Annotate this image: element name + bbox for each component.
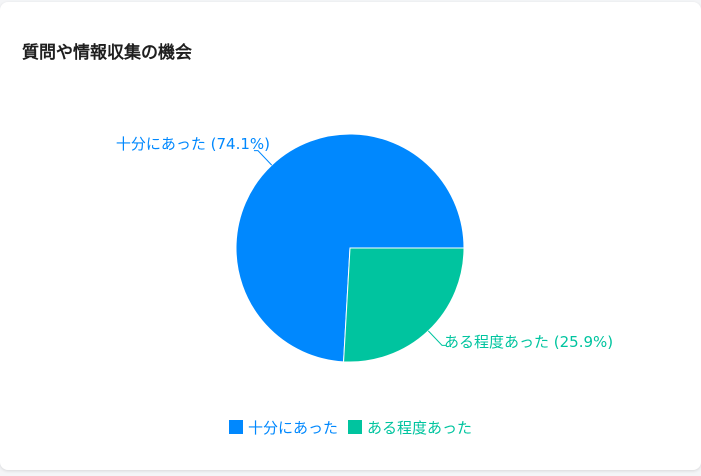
slice-label-ある程度あった: ある程度あった (25.9%) [444, 333, 613, 351]
legend-swatch [228, 420, 243, 434]
leader-line [253, 150, 273, 166]
legend-swatch [348, 420, 362, 434]
legend-label: ある程度あった [367, 418, 473, 437]
chart-legend: 十分にあった ある程度あった [0, 416, 701, 438]
leader-line [427, 330, 447, 346]
chart-title: 質問や情報収集の機会 [22, 43, 192, 63]
legend-item-十分にあった[interactable]: 十分にあった [228, 417, 338, 438]
pie-slice-ある程度あった[interactable] [343, 247, 465, 363]
slice-label-十分にあった: 十分にあった (74.1%) [116, 135, 270, 153]
legend-label: 十分にあった [247, 418, 338, 437]
legend-item-ある程度あった[interactable]: ある程度あった [348, 417, 472, 438]
